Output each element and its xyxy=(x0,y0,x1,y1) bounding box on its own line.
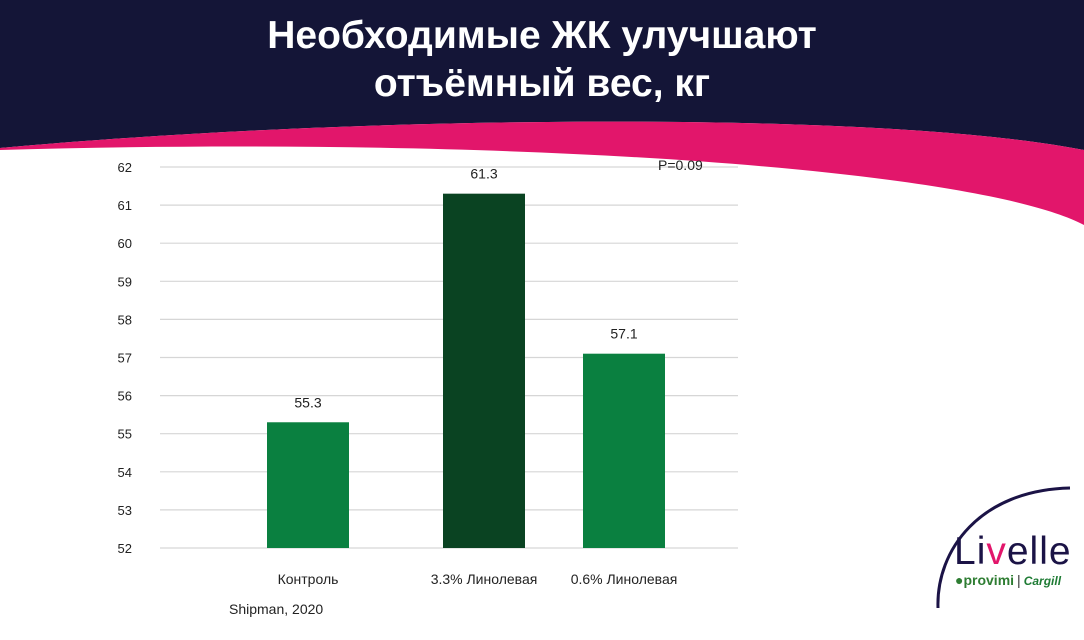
chart-y-axis: 52 53 54 55 56 57 58 59 60 61 62 xyxy=(118,160,132,556)
chart-data-labels: 55.3 61.3 57.1 xyxy=(294,166,637,411)
y-tick-label: 54 xyxy=(118,465,132,480)
y-tick-label: 53 xyxy=(118,503,132,518)
header-background xyxy=(0,0,1084,150)
y-tick-label: 52 xyxy=(118,541,132,556)
y-tick-label: 59 xyxy=(118,274,132,289)
chart-x-axis: Контроль 3.3% Линолевая 0.6% Линолевая xyxy=(278,571,678,587)
logo-arc xyxy=(936,486,1071,609)
bar xyxy=(267,422,349,548)
p-value-annotation: P=0.09 xyxy=(658,157,703,173)
bar-value-label: 55.3 xyxy=(294,394,321,410)
logo-wordmark: Livelle xyxy=(954,530,1072,574)
bar xyxy=(443,193,525,549)
slide-title-line-1: Необходимые ЖК улучшают xyxy=(267,14,817,57)
bar xyxy=(583,353,665,548)
x-tick-label: 0.6% Линолевая xyxy=(571,571,678,587)
y-tick-label: 61 xyxy=(118,198,132,213)
logo-brand-suffix: elle xyxy=(1006,530,1072,573)
logo-provimi: provimi xyxy=(963,572,1015,588)
logo-cargill: Cargill xyxy=(1023,574,1062,588)
y-tick-label: 56 xyxy=(118,389,132,404)
provimi-leaf-icon: ● xyxy=(955,572,964,588)
y-tick-label: 55 xyxy=(118,427,132,442)
bar-value-label: 61.3 xyxy=(470,166,497,182)
x-tick-label: 3.3% Линолевая xyxy=(431,571,538,587)
source-citation: Shipman, 2020 xyxy=(229,601,324,617)
header-banner xyxy=(0,0,1084,225)
header-accent-swoosh xyxy=(0,121,1084,225)
slide-title-line-2: отъёмный вес, кг xyxy=(373,62,711,105)
livelle-logo: Livelle ●provimi | Cargill xyxy=(900,480,1084,620)
y-tick-label: 57 xyxy=(118,351,132,366)
chart-bars xyxy=(267,193,665,549)
bar-value-label: 57.1 xyxy=(610,326,637,342)
logo-separator: | xyxy=(1017,572,1021,588)
logo-v-glyph: v xyxy=(986,530,1007,573)
y-tick-label: 60 xyxy=(118,236,132,251)
y-tick-label: 58 xyxy=(118,312,132,327)
x-tick-label: Контроль xyxy=(278,571,339,587)
logo-partners: ●provimi | Cargill xyxy=(955,572,1061,588)
y-tick-label: 62 xyxy=(118,160,132,175)
logo-brand-prefix: Li xyxy=(954,530,987,573)
slide-title: Необходимые ЖК улучшают отъёмный вес, кг xyxy=(0,12,1084,108)
